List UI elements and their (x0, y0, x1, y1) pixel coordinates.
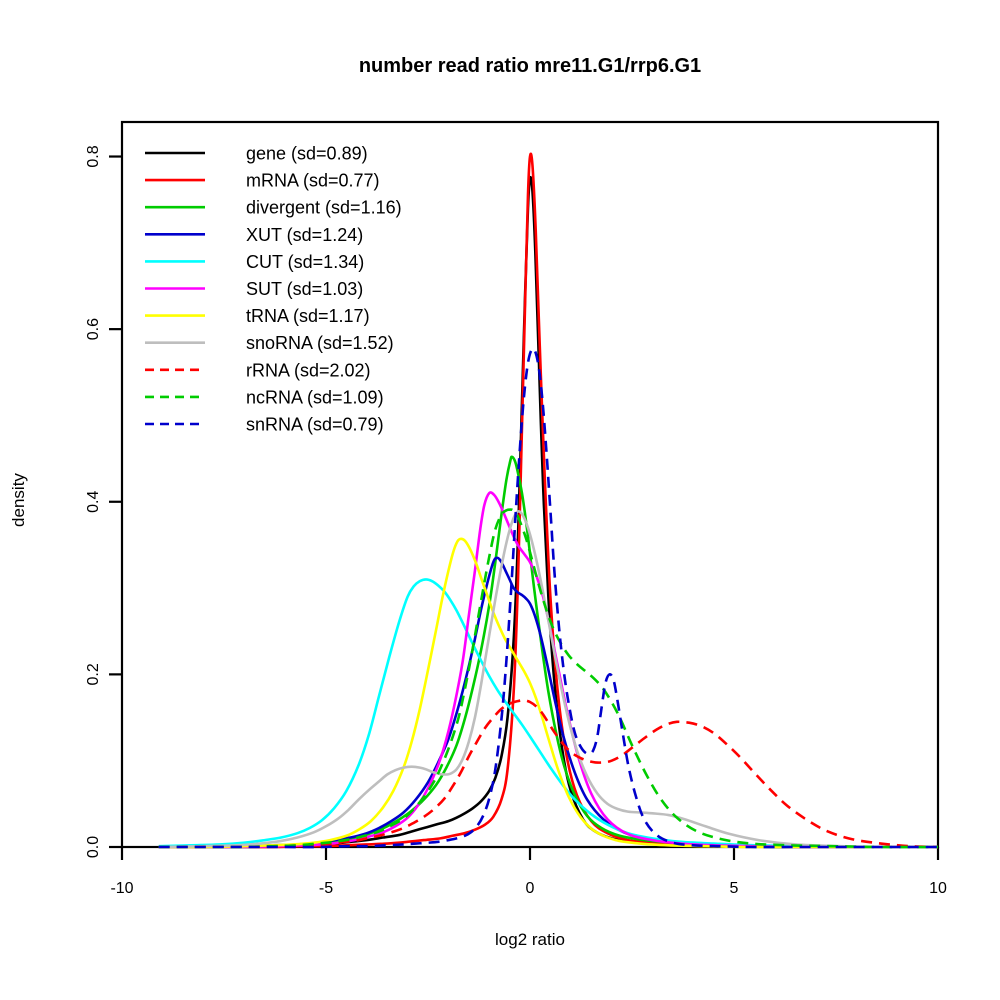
x-tick-label: 0 (526, 880, 535, 897)
legend-label-CUT: CUT (sd=1.34) (246, 252, 364, 272)
series-line-snoRNA (158, 509, 939, 849)
series-line-snRNA (158, 347, 938, 849)
x-tick-label: -10 (110, 880, 133, 897)
legend-label-snoRNA: snoRNA (sd=1.52) (246, 333, 394, 353)
chart-title: number read ratio mre11.G1/rrp6.G1 (359, 55, 701, 77)
series-curves (158, 152, 939, 849)
series-line-ncRNA (158, 508, 939, 849)
y-tick-label: 0.0 (85, 836, 102, 858)
legend-label-tRNA: tRNA (sd=1.17) (246, 306, 370, 326)
legend-label-rRNA: rRNA (sd=2.02) (246, 360, 371, 380)
legend-label-snRNA: snRNA (sd=0.79) (246, 415, 384, 435)
series-line-mRNA (158, 152, 938, 849)
y-tick-label: 0.6 (85, 318, 102, 340)
series-line-rRNA (158, 698, 939, 849)
plot-axes: -10 -5 0 5 10 0.0 0.2 0.4 0.6 0.8 (85, 120, 947, 897)
legend: gene (sd=0.89) mRNA (sd=0.77) divergent (s… (145, 144, 402, 435)
y-tick-label: 0.8 (85, 145, 102, 167)
x-tick-label: -5 (319, 880, 333, 897)
legend-label-ncRNA: ncRNA (sd=1.09) (246, 387, 384, 407)
x-tick-label: 10 (929, 880, 947, 897)
legend-label-gene: gene (sd=0.89) (246, 144, 368, 164)
x-axis-label: log2 ratio (495, 930, 565, 949)
y-tick-label: 0.2 (85, 663, 102, 685)
legend-label-divergent: divergent (sd=1.16) (246, 198, 402, 218)
legend-label-SUT: SUT (sd=1.03) (246, 279, 363, 299)
series-line-tRNA (158, 537, 938, 849)
series-line-gene (158, 175, 938, 849)
legend-label-XUT: XUT (sd=1.24) (246, 225, 363, 245)
legend-label-mRNA: mRNA (sd=0.77) (246, 171, 380, 191)
series-line-CUT (158, 578, 939, 849)
x-tick-label: 5 (730, 880, 739, 897)
y-axis-label: density (9, 473, 28, 527)
y-tick-label: 0.4 (85, 491, 102, 513)
series-line-divergent (158, 455, 938, 849)
